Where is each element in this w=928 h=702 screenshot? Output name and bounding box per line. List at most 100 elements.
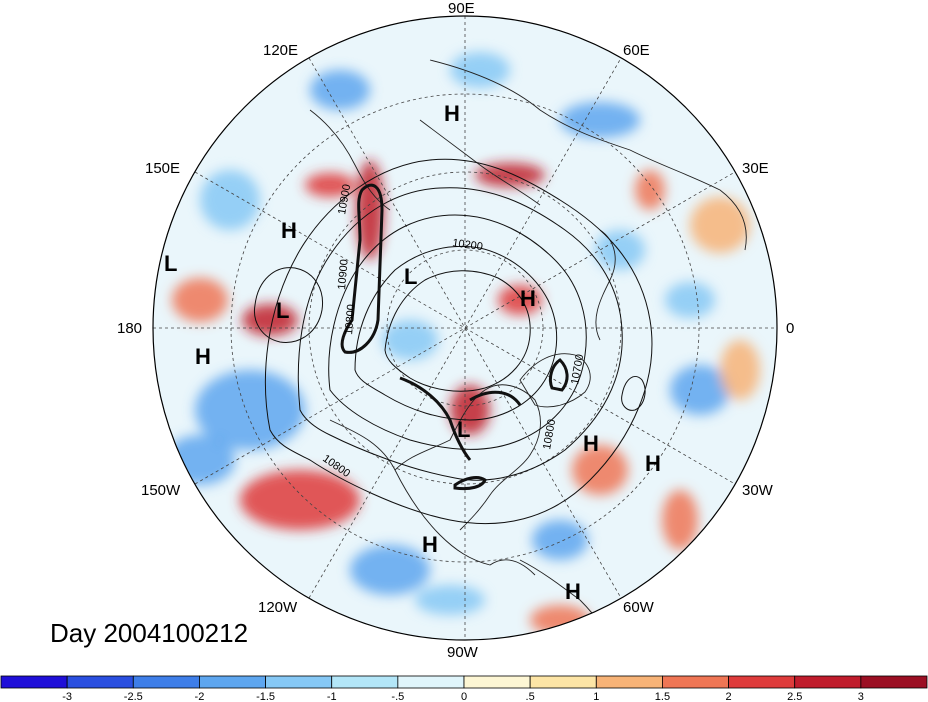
colorbar-box: [662, 675, 729, 689]
low-center-marker: L: [276, 298, 289, 323]
anomaly-blob: [305, 173, 355, 197]
jet-streak-north-america: [399, 376, 472, 461]
contour-10500: [384, 270, 531, 392]
jet-streak-pacific: [340, 183, 384, 354]
contour-pacific-low: [253, 267, 324, 343]
colorbar-ticks: -3 -2.5 -2 -1.5 -1 -.5 0 .5 1 1.5 2 2.5 3: [62, 691, 864, 702]
colorbar-tick-label: -2: [195, 691, 205, 702]
lon-label-120e: 120E: [263, 42, 298, 59]
colorbar-box: [265, 675, 333, 689]
low-center-marker: L: [404, 264, 417, 289]
low-center-marker: L: [164, 251, 177, 276]
anomaly-blob: [635, 170, 665, 210]
anomaly-blob: [498, 285, 542, 315]
anomaly-blob: [532, 520, 588, 560]
colorbar-tick-label: -.5: [391, 691, 404, 702]
coast-eurasia: [419, 59, 747, 341]
contour-label: 10800: [541, 418, 558, 450]
lon-label-30w: 30W: [742, 482, 774, 499]
height-contours: [253, 158, 653, 525]
colorbar-tick-label: -1: [327, 691, 337, 702]
anomaly-blob: [200, 170, 260, 230]
lon-label-60w: 60W: [623, 599, 655, 616]
high-center-marker: H: [645, 451, 661, 476]
lon-label-0: 0: [786, 320, 794, 337]
high-center-marker: H: [565, 579, 581, 604]
anomaly-blob: [350, 545, 430, 595]
anomaly-blob: [240, 470, 360, 530]
lon-label-90w: 90W: [447, 644, 479, 661]
lon-label-60e: 60E: [623, 42, 650, 59]
colorbar-tick-label: 3: [858, 691, 864, 702]
high-center-marker: H: [422, 532, 438, 557]
coastlines: [309, 59, 747, 640]
lon-label-120w: 120W: [258, 599, 298, 616]
colorbar-box: [331, 675, 399, 689]
contour-10800-inner: [297, 187, 623, 481]
high-center-marker: H: [583, 431, 599, 456]
anomaly-blob: [670, 365, 730, 415]
anomaly-blob: [310, 70, 370, 110]
anomaly-blob: [165, 435, 235, 485]
high-center-marker: H: [281, 218, 297, 243]
high-center-marker: H: [195, 344, 211, 369]
colorbar-tick-label: 1: [593, 691, 599, 702]
colorbar-box: [132, 675, 200, 689]
colorbar-tick-label: 2.5: [787, 691, 802, 702]
jet-streak-atlantic: [469, 358, 569, 406]
colorbar-box: [66, 675, 134, 689]
colorbar-box: [860, 675, 928, 689]
high-center-marker: H: [444, 101, 460, 126]
colorbar-box: [463, 675, 531, 689]
anomaly-blob: [450, 52, 510, 88]
anomaly-blob: [595, 230, 645, 270]
coast-east-asia: [309, 109, 391, 211]
anomaly-blob: [662, 490, 698, 550]
colorbar-box: [595, 675, 663, 689]
longitude-labels: 90E 60E 30E 0 30W 60W 90W 120W 150W 180 …: [117, 0, 794, 661]
lon-label-30e: 30E: [742, 160, 769, 177]
colorbar-tick-label: -1.5: [256, 691, 275, 702]
coast-greenland: [519, 353, 591, 408]
low-center-marker: L: [457, 417, 470, 442]
contour-labels: 10900 10900 10800 10200 10700 10800 1080…: [320, 183, 586, 480]
pressure-centers: H H L L H L H L H H H H: [164, 101, 661, 604]
jet-streak-gulf: [453, 476, 487, 491]
colorbar-tick-label: 1.5: [655, 691, 670, 702]
anomaly-blob: [415, 585, 485, 615]
contour-10600: [354, 245, 558, 421]
colorbar-tick-label: .5: [526, 691, 535, 702]
colorbar-tick-label: -3: [62, 691, 72, 702]
colorbar-boxes: [0, 675, 928, 689]
contour-10800-outer: [264, 158, 653, 525]
anomaly-blob: [665, 282, 715, 318]
coast-north-america: [329, 384, 541, 576]
lon-label-150w: 150W: [141, 482, 181, 499]
contour-label: 10900: [336, 183, 353, 215]
colorbar-tick-label: 0: [461, 691, 467, 702]
anomaly-blob: [475, 163, 545, 187]
colorbar-tick-label: -2.5: [124, 691, 143, 702]
anomaly-blob: [382, 320, 438, 360]
colorbar-tick-label: 2: [726, 691, 732, 702]
high-center-marker: H: [520, 286, 536, 311]
colorbar: -3 -2.5 -2 -1.5 -1 -.5 0 .5 1 1.5 2 2.5 3: [0, 675, 928, 702]
colorbar-box: [529, 675, 597, 689]
colorbar-box: [199, 675, 266, 689]
colorbar-box: [728, 675, 796, 689]
lon-label-180: 180: [117, 320, 142, 337]
graticule: [153, 16, 777, 640]
lon-label-150e: 150E: [145, 160, 180, 177]
date-label: Day 2004100212: [50, 618, 249, 648]
anomaly-blob: [690, 197, 750, 253]
anomaly-blob: [195, 370, 305, 450]
anomaly-blob: [720, 340, 760, 400]
colorbar-box: [0, 675, 68, 689]
anomaly-blob: [172, 278, 228, 322]
contour-label: 10700: [569, 353, 586, 385]
lon-label-90e: 90E: [448, 0, 475, 17]
contour-label: 10200: [452, 237, 484, 253]
contour-label: 10900: [336, 259, 351, 291]
contour-10700: [328, 214, 587, 450]
